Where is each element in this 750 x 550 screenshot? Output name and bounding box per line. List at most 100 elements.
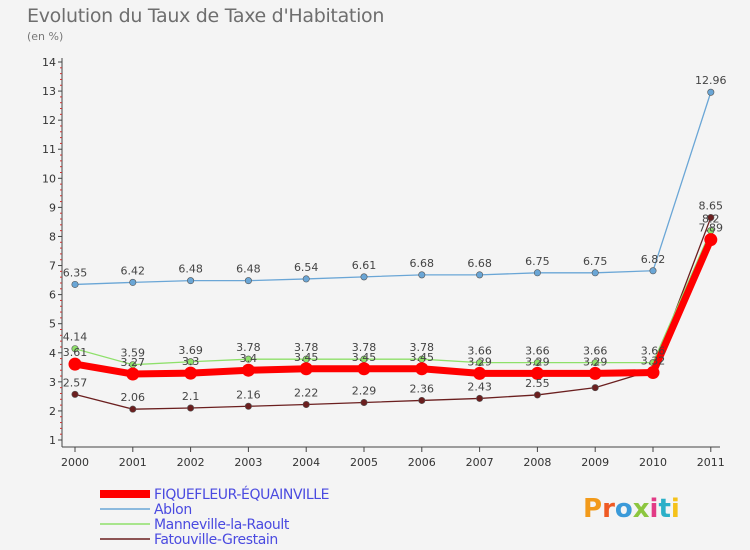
point-fiquefleur-quainville-2009: [588, 366, 602, 380]
legend-label-manneville-la-raoult: Manneville-la-Raoult: [154, 517, 290, 533]
point-fatouville-grestain-2004: [302, 401, 310, 409]
point-fatouville-grestain-2000: [71, 390, 79, 398]
point-fiquefleur-quainville-2010: [646, 366, 660, 380]
x-tick-label-2005: 2005: [350, 456, 378, 469]
data-label-ablon-2005: 6.61: [352, 259, 377, 272]
point-ablon-2005: [360, 273, 368, 281]
y-tick-label: 6: [49, 289, 56, 302]
data-label-fiquefleur-quainville-2006: 3.45: [410, 351, 435, 364]
data-label-ablon-2001: 6.42: [121, 264, 146, 277]
x-tick-label-2001: 2001: [119, 456, 147, 469]
data-label-manneville-la-raoult-2008: 3.66: [525, 345, 550, 358]
point-fiquefleur-quainville-2004: [299, 362, 313, 376]
point-fiquefleur-quainville-2001: [126, 367, 140, 381]
data-label-ablon-2004: 6.54: [294, 261, 319, 274]
data-label-manneville-la-raoult-2003: 3.78: [236, 341, 261, 354]
series-line-fiquefleur-quainville: [74, 238, 715, 378]
y-tick-label: 2: [49, 405, 56, 418]
y-tick-label: 11: [42, 143, 56, 156]
data-label-fiquefleur-quainville-2005: 3.45: [352, 351, 377, 364]
data-label-manneville-la-raoult-2002: 3.69: [178, 344, 203, 357]
data-label-manneville-la-raoult-2004: 3.78: [294, 341, 319, 354]
data-label-fatouville-grestain-2005: 2.29: [352, 384, 377, 397]
logo-text: Proxiti: [583, 494, 680, 524]
x-tick-label-2008: 2008: [523, 456, 551, 469]
point-fatouville-grestain-2008: [533, 391, 541, 399]
legend-label-fatouville-grestain: Fatouville-Grestain: [154, 532, 278, 548]
point-manneville-la-raoult-2009: [591, 359, 599, 367]
data-label-manneville-la-raoult-2009: 3.66: [583, 345, 608, 358]
data-label-fatouville-grestain-2001: 2.06: [121, 391, 146, 404]
data-label-manneville-la-raoult-2011: 8.2: [702, 213, 720, 226]
point-fatouville-grestain-2009: [591, 384, 599, 392]
chart-axes: [61, 58, 720, 448]
data-label-fatouville-grestain-2011: 8.65: [699, 200, 724, 213]
y-tick-label: 12: [42, 114, 56, 127]
point-ablon-2004: [302, 275, 310, 283]
point-ablon-2009: [591, 269, 599, 277]
point-ablon-2007: [476, 271, 484, 279]
y-tick-label: 4: [49, 347, 56, 360]
data-label-ablon-2007: 6.68: [467, 257, 492, 270]
data-label-ablon-2010: 6.82: [641, 253, 666, 266]
series-line-fatouville-grestain: [74, 217, 712, 410]
point-fatouville-grestain-2011: [707, 214, 715, 222]
y-tick-label: 1: [49, 434, 56, 447]
data-label-fatouville-grestain-2008: 2.55: [525, 377, 550, 390]
point-ablon-2006: [418, 271, 426, 279]
series-line-ablon: [74, 92, 712, 286]
data-label-fatouville-grestain-2003: 2.16: [236, 388, 261, 401]
point-fiquefleur-quainville-2002: [184, 366, 198, 380]
point-ablon-2003: [244, 277, 252, 285]
data-label-ablon-2002: 6.48: [178, 263, 203, 276]
data-label-fatouville-grestain-2002: 2.1: [182, 390, 200, 403]
legend-label-fiquefleur-quainville: FIQUEFLEUR-ÉQUAINVILLE: [154, 486, 329, 503]
y-tick-label: 13: [42, 85, 56, 98]
x-tick-label-2003: 2003: [234, 456, 262, 469]
point-fatouville-grestain-2006: [418, 396, 426, 404]
data-labels: 2.57 2.06 2.1 2.16 2.22 2.29 2.36 2.43 2.55 8.65 4…: [63, 74, 727, 404]
point-fiquefleur-quainville-2005: [357, 362, 371, 376]
data-label-manneville-la-raoult-2010: 3.66: [641, 345, 666, 358]
data-label-ablon-2008: 6.75: [525, 255, 550, 268]
data-label-fiquefleur-quainville-2004: 3.45: [294, 351, 319, 364]
data-label-fatouville-grestain-2007: 2.43: [467, 380, 492, 393]
point-fiquefleur-quainville-2003: [241, 363, 255, 377]
x-tick-label-2007: 2007: [466, 456, 494, 469]
point-ablon-2000: [71, 280, 79, 288]
point-fatouville-grestain-2007: [476, 394, 484, 402]
chart-title: Evolution du Taux de Taxe d'Habitation: [27, 5, 385, 27]
point-manneville-la-raoult-2003: [244, 355, 252, 363]
point-fiquefleur-quainville-2008: [530, 366, 544, 380]
data-label-manneville-la-raoult-2000: 4.14: [63, 331, 88, 344]
data-label-fiquefleur-quainville-2003: 3.4: [240, 352, 258, 365]
chart-legend: FIQUEFLEUR-ÉQUAINVILLEAblonManneville-la…: [100, 486, 329, 548]
y-tick-label: 8: [49, 230, 56, 243]
data-label-manneville-la-raoult-2006: 3.78: [410, 341, 435, 354]
point-manneville-la-raoult-2002: [187, 358, 195, 366]
point-ablon-2010: [649, 267, 657, 275]
x-tick-label-2011: 2011: [697, 456, 725, 469]
point-ablon-2008: [533, 269, 541, 277]
x-tick-label-2009: 2009: [581, 456, 609, 469]
proxiti-logo: Proxiti: [583, 494, 680, 524]
y-tick-label: 3: [49, 376, 56, 389]
x-tick-label-2000: 2000: [61, 456, 89, 469]
y-tick-label: 14: [42, 56, 56, 69]
point-manneville-la-raoult-2008: [533, 359, 541, 367]
legend-label-ablon: Ablon: [154, 502, 192, 518]
data-label-manneville-la-raoult-2005: 3.78: [352, 341, 377, 354]
y-tick-label: 9: [49, 201, 56, 214]
x-tick-label-2006: 2006: [408, 456, 436, 469]
data-label-fatouville-grestain-2006: 2.36: [410, 382, 435, 395]
x-tick-label-2010: 2010: [639, 456, 667, 469]
data-label-ablon-2009: 6.75: [583, 255, 608, 268]
point-fiquefleur-quainville-2007: [473, 366, 487, 380]
data-label-fiquefleur-quainville-2009: 3.29: [583, 355, 608, 368]
point-fiquefleur-quainville-2011: [704, 233, 718, 247]
point-fatouville-grestain-2001: [129, 405, 137, 413]
data-label-ablon-2006: 6.68: [410, 257, 435, 270]
point-manneville-la-raoult-2007: [476, 359, 484, 367]
data-label-ablon-2011: 12.96: [695, 74, 727, 87]
